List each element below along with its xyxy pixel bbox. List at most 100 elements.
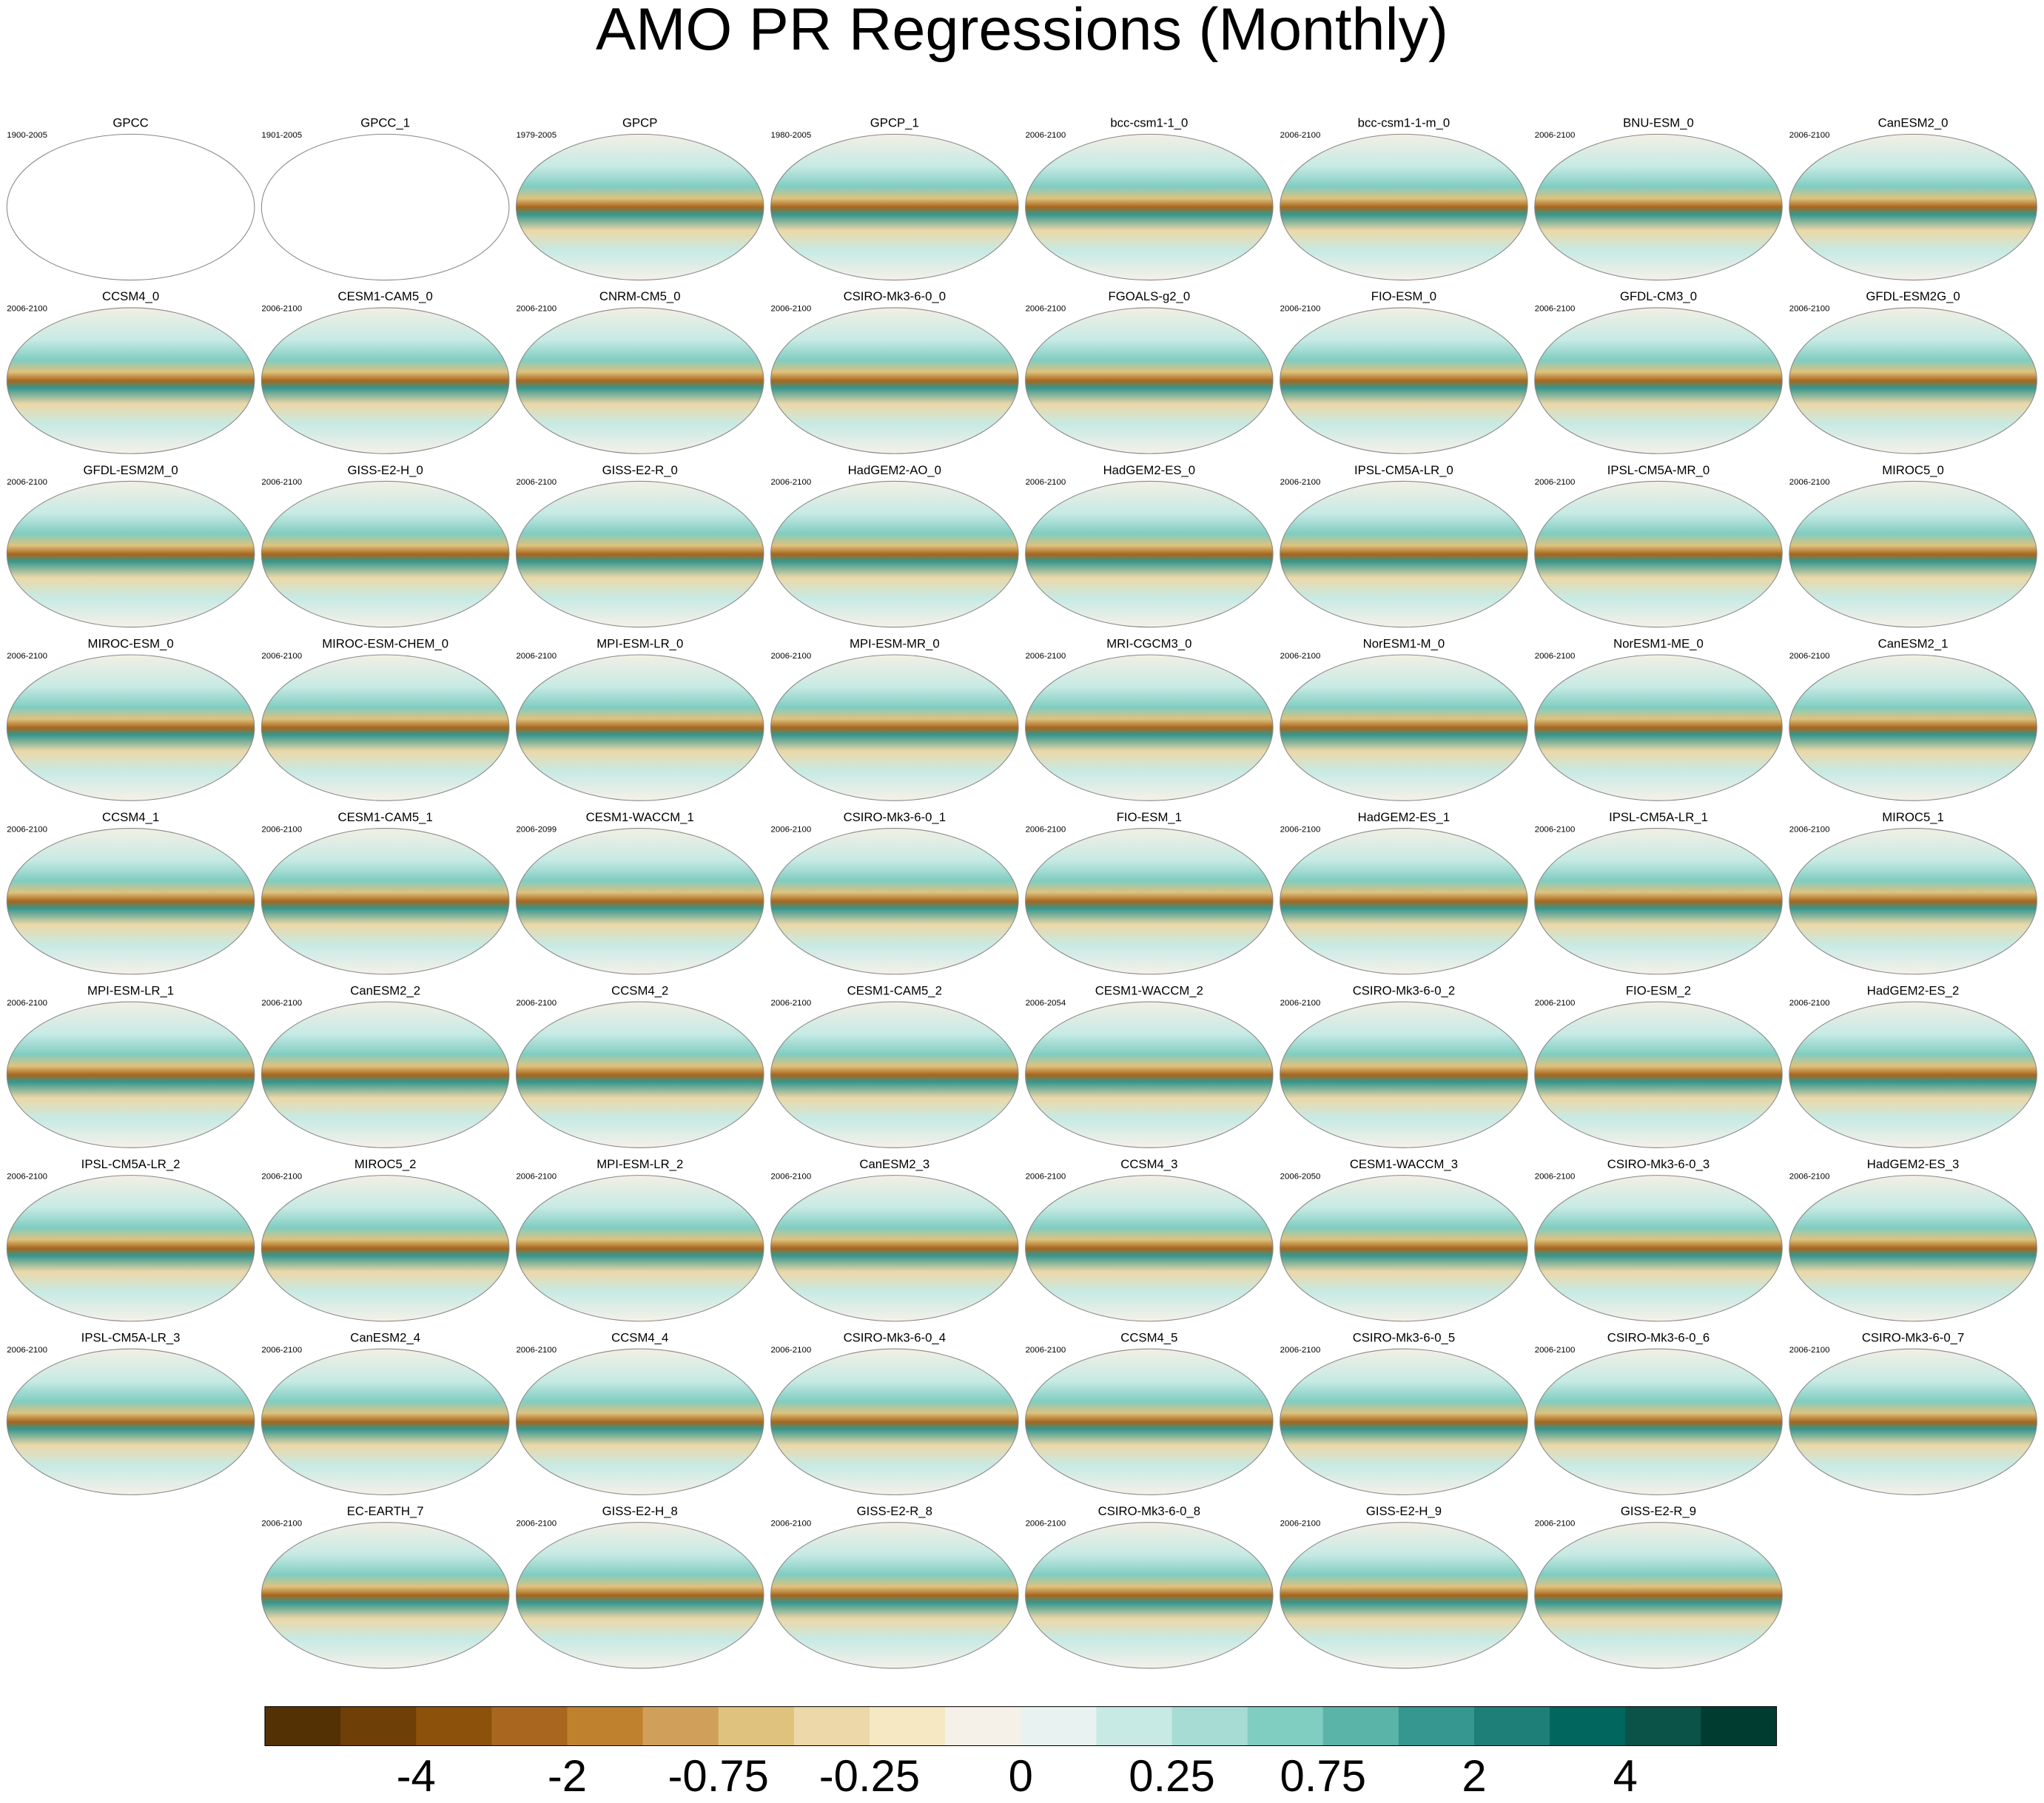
panel-title: bcc-csm1-1-m_0: [1358, 116, 1450, 130]
map-panel: GPCP_1 1980-2005: [770, 116, 1019, 281]
panel-period: 2006-2100: [1280, 999, 1321, 1008]
panel-title: CanESM2_1: [1878, 636, 1949, 650]
map: [515, 307, 764, 454]
panel-title: CCSM4_3: [1120, 1157, 1177, 1171]
colorbar-box: [1171, 1706, 1248, 1746]
map: [1789, 1175, 2037, 1322]
panel-period: 2006-2100: [516, 652, 557, 661]
map-panel: GISS-E2-H_8 2006-2100: [515, 1504, 764, 1669]
map: [1534, 133, 1783, 281]
map: [1280, 1001, 1528, 1148]
map: [1025, 1522, 1274, 1669]
panel-title: CESM1-CAM5_2: [847, 983, 942, 997]
map: [770, 133, 1019, 281]
panel-period: 2006-2100: [771, 1519, 812, 1528]
map-panel: GISS-E2-R_8 2006-2100: [770, 1504, 1019, 1669]
panel-title: FGOALS-g2_0: [1109, 289, 1191, 303]
map: [770, 1522, 1019, 1669]
map-panel: GISS-E2-H_0 2006-2100: [260, 463, 510, 628]
panel-period: 2006-2100: [1789, 305, 1830, 314]
panel-title: CSIRO-Mk3-6-0_1: [844, 810, 946, 824]
panel-title: MIROC5_2: [354, 1157, 417, 1171]
panel-period: 2006-2100: [1026, 131, 1066, 140]
colorbar-box: [1550, 1706, 1626, 1746]
panel-period: 2006-2100: [516, 305, 557, 314]
map: [260, 1175, 510, 1322]
panel-period: 2006-2100: [1789, 131, 1830, 140]
map: [770, 1175, 1019, 1322]
panel-period: 2006-2100: [7, 478, 47, 487]
map: [6, 1175, 255, 1322]
panel-period: 2006-2100: [1535, 999, 1576, 1008]
map: [1534, 828, 1783, 975]
colorbar-label: 0: [1009, 1751, 1033, 1801]
panel-title: GISS-E2-H_0: [348, 463, 423, 477]
colorbar-box: [567, 1706, 644, 1746]
map-panel: MIROC-ESM_0 2006-2100: [6, 636, 255, 801]
panel-period: 2006-2100: [261, 1172, 302, 1181]
panel-title: bcc-csm1-1_0: [1110, 116, 1188, 130]
colorbar-label: 0.25: [1129, 1751, 1215, 1801]
map: [1025, 1175, 1274, 1322]
panel-period: 2006-2100: [516, 1172, 557, 1181]
map: [1280, 133, 1528, 281]
panel-period: 2006-2100: [1535, 1346, 1576, 1355]
panel-title: CESM1-WACCM_2: [1095, 983, 1203, 997]
map-panel: bcc-csm1-1_0 2006-2100: [1025, 116, 1274, 281]
map: [1280, 828, 1528, 975]
map-panel: CCSM4_2 2006-2100: [515, 983, 764, 1148]
panel-period: 2006-2100: [516, 999, 557, 1008]
panel-period: 2006-2100: [1535, 305, 1576, 314]
map: [1025, 828, 1274, 975]
map: [1534, 1522, 1783, 1669]
map: [6, 307, 255, 454]
panel-title: GFDL-CM3_0: [1620, 289, 1697, 303]
map-panel: EC-EARTH_7 2006-2100: [260, 1504, 510, 1669]
map-panel: GISS-E2-R_0 2006-2100: [515, 463, 764, 628]
panel-period: 2006-2100: [1280, 1346, 1321, 1355]
panel-title: FIO-ESM_2: [1626, 983, 1691, 997]
panel-period: 2006-2100: [1280, 305, 1321, 314]
map-panel: CESM1-CAM5_0 2006-2100: [260, 289, 510, 454]
panel-period: 2006-2100: [771, 825, 812, 834]
map-panel: CESM1-WACCM_1 2006-2099: [515, 810, 764, 975]
panel-period: 2006-2100: [261, 1519, 302, 1528]
panel-title: EC-EARTH_7: [347, 1504, 424, 1518]
panel-period: 2006-2050: [1280, 1172, 1321, 1181]
panel-period: 2006-2100: [1535, 478, 1576, 487]
panel-period: 2006-2100: [1026, 825, 1066, 834]
colorbar-label: -4: [397, 1751, 436, 1801]
map: [1280, 654, 1528, 801]
colorbar-box: [1701, 1706, 1778, 1746]
map: [260, 307, 510, 454]
panel-title: HadGEM2-ES_3: [1867, 1157, 1960, 1171]
colorbar-box: [264, 1706, 341, 1746]
panel-period: 2006-2100: [1789, 478, 1830, 487]
colorbar-label: -0.25: [819, 1751, 920, 1801]
panel-title: CSIRO-Mk3-6-0_4: [844, 1331, 946, 1345]
map-panel: CSIRO-Mk3-6-0_8 2006-2100: [1025, 1504, 1274, 1669]
map: [1280, 1348, 1528, 1495]
colorbar-box: [1096, 1706, 1173, 1746]
panel-title: GPCC_1: [360, 116, 410, 130]
map: [1025, 480, 1274, 628]
map: [6, 828, 255, 975]
map-panel: MRI-CGCM3_0 2006-2100: [1025, 636, 1274, 801]
colorbar-box: [1247, 1706, 1324, 1746]
panel-period: 2006-2100: [771, 652, 812, 661]
panel-title: IPSL-CM5A-LR_1: [1609, 810, 1708, 824]
panel-period: 2006-2100: [1789, 825, 1830, 834]
panel-period: 2006-2099: [516, 825, 557, 834]
map: [1534, 1001, 1783, 1148]
map-panel: BNU-ESM_0 2006-2100: [1534, 116, 1783, 281]
panel-period: 2006-2100: [7, 305, 47, 314]
panel-period: 2006-2100: [1280, 1519, 1321, 1528]
map: [770, 654, 1019, 801]
map: [1280, 307, 1528, 454]
panel-period: 2006-2054: [1026, 999, 1066, 1008]
map-panel: MIROC-ESM-CHEM_0 2006-2100: [260, 636, 510, 801]
map-panel: FIO-ESM_0 2006-2100: [1280, 289, 1528, 454]
panel-title: CCSM4_2: [611, 983, 668, 997]
